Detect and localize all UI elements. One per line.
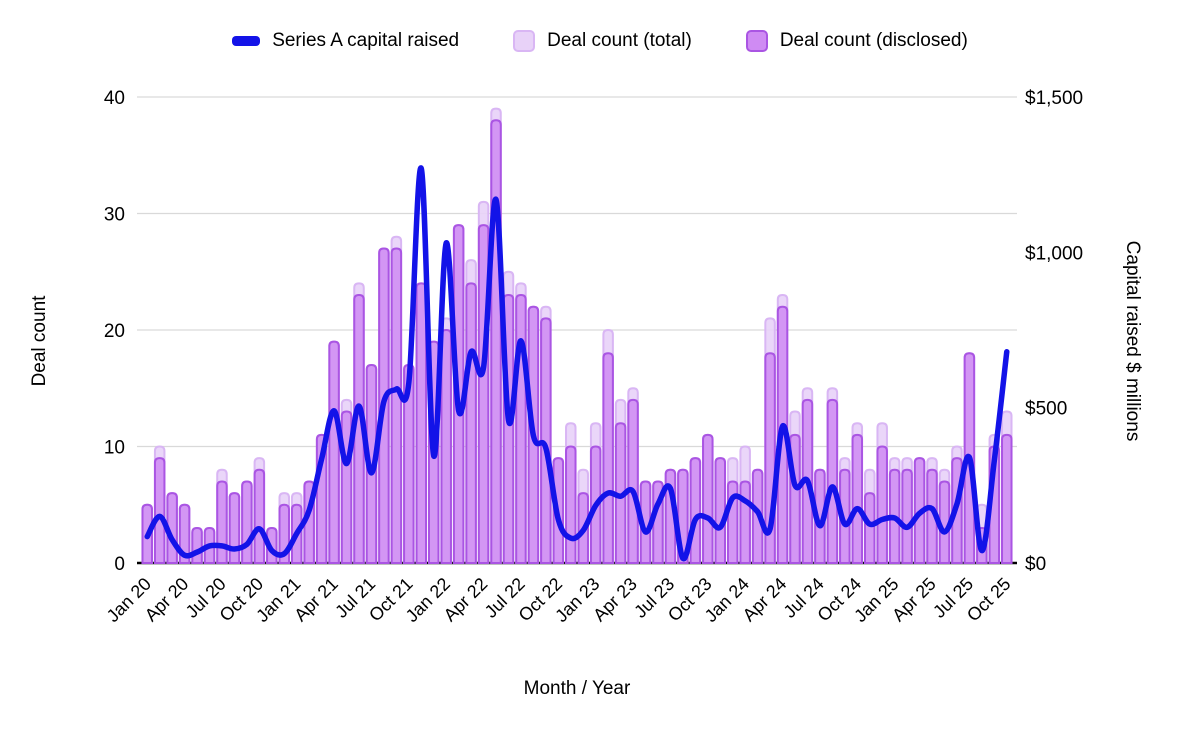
bar-deal-count-disclosed — [365, 363, 378, 564]
bar-deal-count-disclosed — [1001, 433, 1013, 564]
bar-deal-count-disclosed — [328, 340, 340, 564]
left-axis-tick-label: 40 — [104, 88, 125, 109]
legend-label: Deal count (disclosed) — [779, 30, 968, 51]
bar-deal-count-disclosed — [415, 282, 428, 564]
bar-deal-count-disclosed — [602, 352, 614, 564]
right-axis-tick-label: $1,000 — [1025, 243, 1083, 264]
bar-deal-count-disclosed — [627, 398, 639, 564]
legend-label: Series A capital raised — [272, 30, 460, 51]
bar-deal-count-disclosed — [714, 457, 727, 564]
bar-deal-count-disclosed — [689, 457, 702, 564]
bar-deal-count-disclosed — [876, 445, 888, 564]
left-axis-tick-label: 20 — [104, 321, 125, 342]
bar-deal-count-disclosed — [839, 468, 851, 564]
right-axis-tick-label: $0 — [1025, 554, 1046, 575]
bar-deal-count-disclosed — [614, 422, 627, 564]
capital-raised-line — [144, 165, 1010, 562]
bar-deal-count-disclosed — [241, 480, 253, 564]
bar-deal-count-disclosed — [465, 282, 477, 564]
bar-deal-count-disclosed — [938, 480, 951, 564]
legend-item-deal-count-total: Deal count (total) — [513, 30, 692, 52]
x-axis-title: Month / Year — [523, 678, 631, 699]
left-axis-tick-label: 0 — [114, 554, 125, 575]
bar-deal-count-disclosed — [814, 468, 826, 564]
bar-deal-count-disclosed — [340, 410, 353, 564]
bar-deal-count-disclosed — [216, 480, 228, 564]
bar-deal-count-disclosed — [153, 457, 166, 564]
legend-item-capital-raised: Series A capital raised — [232, 30, 459, 52]
bar-deal-count-disclosed — [926, 468, 938, 564]
left-axis-tick-label: 30 — [104, 205, 125, 226]
bar-total-swatch-icon — [513, 30, 536, 52]
bar-deal-count-disclosed — [702, 433, 714, 564]
bar-deal-count-disclosed — [191, 527, 203, 564]
legend-label: Deal count (total) — [547, 30, 692, 51]
bar-deal-count-disclosed — [253, 468, 266, 564]
bar-disclosed-swatch-icon — [745, 30, 768, 52]
bar-deal-count-disclosed — [515, 294, 527, 564]
bar-deal-count-disclosed — [178, 503, 191, 564]
legend-item-deal-count-disclosed: Deal count (disclosed) — [745, 30, 968, 52]
bar-deal-count-disclosed — [565, 445, 577, 564]
bar-deal-count-disclosed — [739, 480, 751, 564]
bar-deal-count-disclosed — [440, 329, 452, 564]
right-axis-tick-label: $1,500 — [1025, 88, 1083, 109]
bar-deal-count-disclosed — [901, 468, 913, 564]
chart-legend: Series A capital raised Deal count (tota… — [0, 30, 1200, 52]
bar-deal-count-disclosed — [639, 480, 652, 564]
right-axis-tick-label: $500 — [1025, 399, 1067, 420]
bar-deal-count-disclosed — [863, 492, 876, 564]
bar-deal-count-disclosed — [826, 398, 839, 564]
left-axis-tick-label: 10 — [104, 438, 125, 459]
bar-deal-count-disclosed — [353, 294, 365, 564]
bar-deal-count-disclosed — [851, 433, 864, 564]
bar-deal-count-disclosed — [490, 119, 502, 564]
bar-deal-count-disclosed — [390, 247, 403, 564]
bar-deal-count-disclosed — [540, 317, 552, 564]
line-series-swatch-icon — [232, 36, 261, 46]
bar-deal-count-disclosed — [228, 492, 241, 564]
